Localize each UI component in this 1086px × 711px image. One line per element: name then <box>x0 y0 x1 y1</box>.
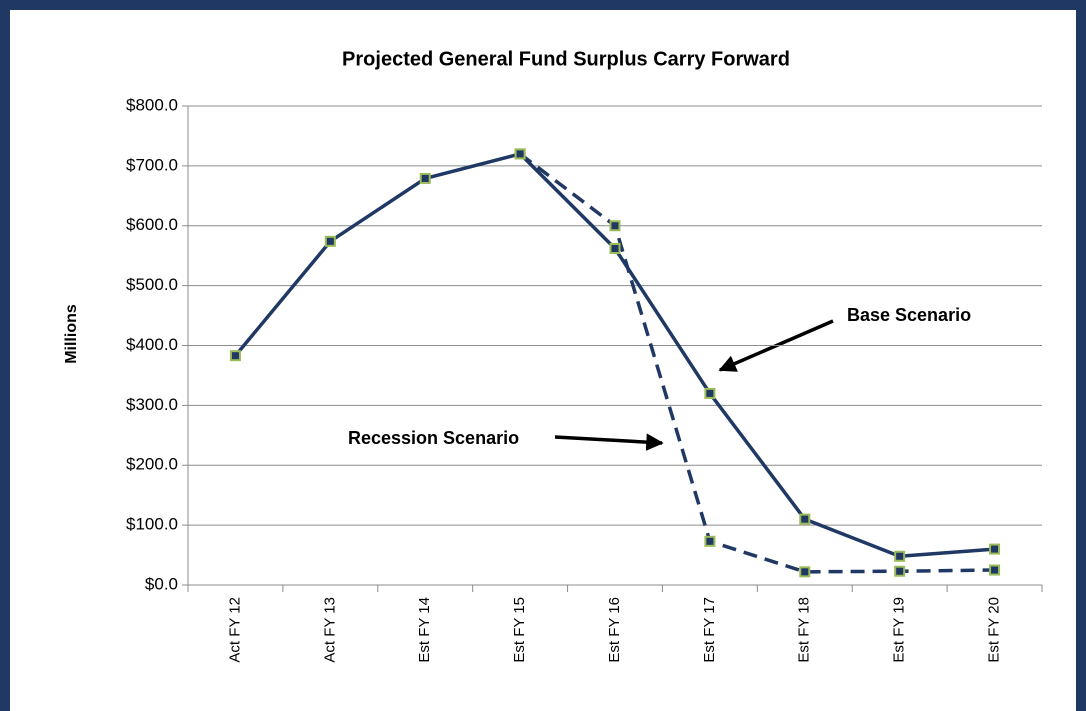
x-tick-label: Act FY 13 <box>321 597 338 663</box>
y-tick-label: $200.0 <box>126 455 178 474</box>
y-tick-label: $500.0 <box>126 275 178 294</box>
x-tick-label: Est FY 17 <box>701 597 718 663</box>
marker <box>704 535 716 547</box>
x-tick-label: Est FY 15 <box>511 597 528 663</box>
series-line <box>519 152 995 574</box>
y-tick-label: $100.0 <box>126 515 178 534</box>
x-tick-label: Est FY 20 <box>986 597 1003 663</box>
y-tick-label: $600.0 <box>126 215 178 234</box>
y-tick-label: $0.0 <box>145 574 178 593</box>
y-tick-label: $400.0 <box>126 335 178 354</box>
marker <box>609 220 621 232</box>
marker <box>704 387 716 399</box>
marker <box>419 172 431 184</box>
x-tick-label: Est FY 19 <box>891 597 908 663</box>
marker <box>989 543 1001 555</box>
marker <box>894 565 906 577</box>
x-tick-label: Est FY 14 <box>416 597 433 663</box>
y-tick-label: $800.0 <box>126 95 178 114</box>
annotation: Base Scenario <box>847 305 971 325</box>
marker <box>799 566 811 578</box>
marker <box>799 513 811 525</box>
marker <box>894 550 906 562</box>
y-axis-label: Millions <box>63 304 80 364</box>
marker <box>989 564 1001 576</box>
annotation: Recession Scenario <box>348 428 519 448</box>
marker <box>324 235 336 247</box>
marker <box>229 350 241 362</box>
marker <box>609 243 621 255</box>
x-tick-label: Est FY 16 <box>606 597 623 663</box>
y-tick-label: $700.0 <box>126 155 178 174</box>
x-tick-label: Act FY 12 <box>226 597 243 663</box>
chart-title: Projected General Fund Surplus Carry For… <box>342 48 790 70</box>
marker <box>514 148 526 160</box>
y-tick-label: $300.0 <box>126 395 178 414</box>
annotation-arrow <box>554 433 664 451</box>
x-tick-label: Est FY 18 <box>796 597 813 663</box>
